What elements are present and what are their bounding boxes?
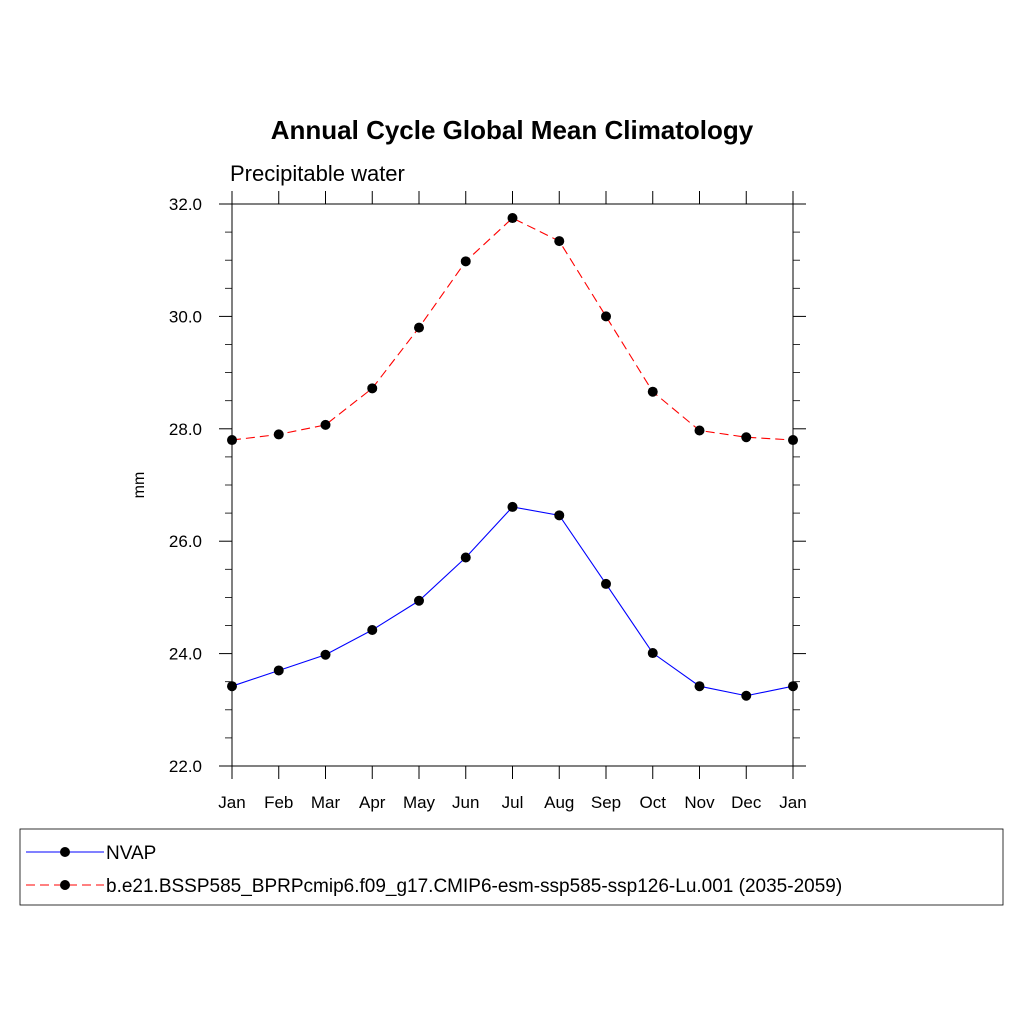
series-2-point	[507, 213, 518, 224]
series-1-point	[741, 690, 752, 701]
x-tick-label: Nov	[684, 793, 715, 812]
legend-box	[19, 828, 1004, 906]
series-1-point	[507, 501, 518, 512]
series-1-point	[227, 681, 237, 692]
legend-label-2: b.e21.BSSP585_BPRPcmip6.f09_g17.CMIP6-es…	[106, 876, 842, 897]
legend-marker-1	[60, 847, 70, 857]
series-layer	[227, 213, 798, 701]
series-2-point	[460, 256, 471, 267]
x-tick-label: Sep	[591, 793, 621, 812]
series-1-point	[320, 649, 331, 660]
series-2-point	[367, 383, 378, 394]
series-2-point	[601, 311, 611, 322]
plot-area: 22.0 24.0 26.0 28.0 30.0 32.0 Jan Feb Mar Apr May J…	[169, 191, 807, 812]
series-1-point	[694, 681, 705, 692]
series-2-point	[273, 429, 284, 440]
series-line-2	[231, 217, 794, 441]
y-axis-label: mm	[131, 472, 148, 499]
series-2-point	[647, 386, 658, 397]
legend: NVAP b.e21.BSSP585_BPRPcmip6.f09_g17.CMIP…	[19, 828, 1004, 906]
x-tick-label: Jul	[502, 793, 524, 812]
series-2-point	[694, 425, 705, 436]
series-1-point	[460, 552, 471, 563]
series-line-1	[231, 506, 794, 697]
y-tick-label: 28.0	[169, 420, 202, 439]
y-tick-label: 30.0	[169, 307, 202, 326]
x-tick-label: Jun	[452, 793, 479, 812]
legend-marker-2	[60, 880, 70, 890]
x-tick-label: Dec	[731, 793, 762, 812]
series-2-point	[414, 322, 424, 333]
series-2-point	[320, 419, 331, 430]
series-2-point	[741, 432, 752, 443]
x-tick-label: Feb	[264, 793, 293, 812]
y-tick-label: 26.0	[169, 532, 202, 551]
series-2-point	[554, 236, 565, 247]
legend-label-1: NVAP	[106, 843, 156, 864]
x-tick-label: May	[403, 793, 436, 812]
x-tick-label: Jan	[218, 793, 245, 812]
y-tick-label: 24.0	[169, 645, 202, 664]
plot-frame	[231, 203, 794, 767]
series-1-point	[367, 624, 378, 635]
series-1-point	[273, 665, 284, 676]
chart-title: Annual Cycle Global Mean Climatology	[271, 115, 754, 145]
x-tick-label: Aug	[544, 793, 574, 812]
y-tick-label: 32.0	[169, 195, 202, 214]
series-1-point	[788, 681, 798, 692]
series-1-point	[601, 578, 611, 589]
series-2-point	[227, 435, 237, 446]
x-tick-label: Apr	[359, 793, 386, 812]
x-tick-label: Jan	[779, 793, 806, 812]
series-2-point	[788, 435, 798, 446]
series-1-point	[414, 595, 424, 606]
x-tick-label: Oct	[640, 793, 667, 812]
x-tick-label: Mar	[311, 793, 341, 812]
chart-subtitle: Precipitable water	[230, 161, 405, 186]
series-1-point	[647, 648, 658, 659]
y-tick-label: 22.0	[169, 757, 202, 776]
series-1-point	[554, 510, 565, 521]
